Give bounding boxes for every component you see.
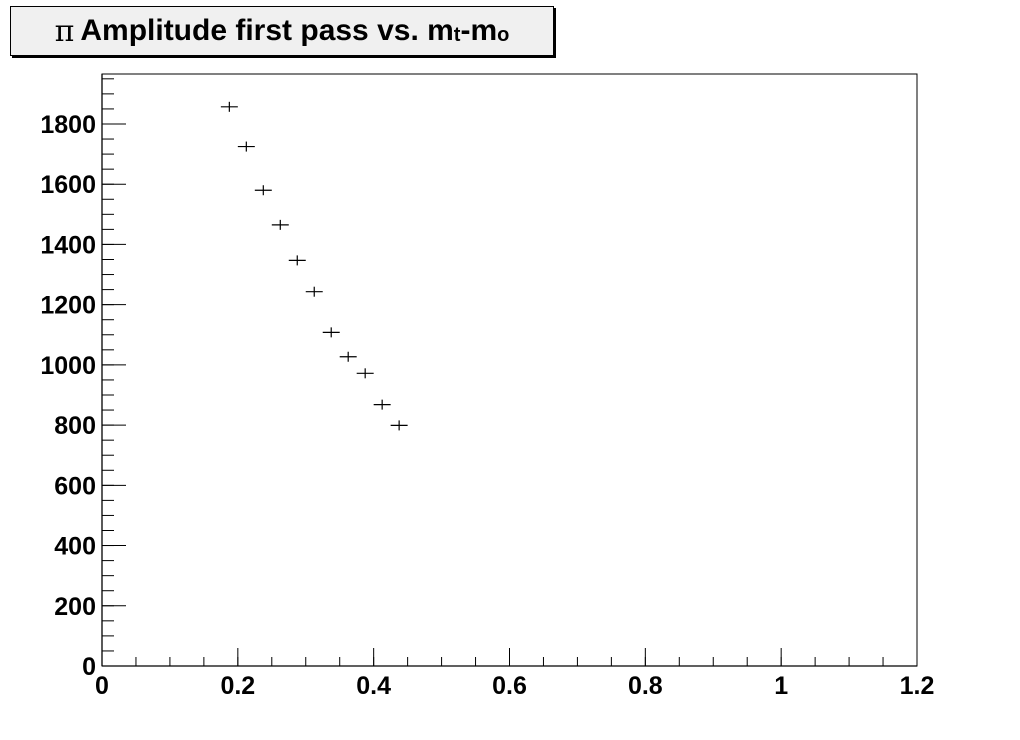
data-point bbox=[339, 351, 357, 362]
x-tick-label: 0 bbox=[95, 672, 109, 700]
y-tick-label: 1000 bbox=[40, 352, 96, 380]
data-point bbox=[322, 327, 340, 338]
data-series bbox=[220, 101, 408, 431]
title-mid-text: -m bbox=[460, 14, 498, 47]
title-subscript-t: t bbox=[453, 23, 461, 46]
x-axis: 0 0.2 0.4 0.6 0.8 1 1.2 bbox=[95, 648, 934, 700]
title-pi-symbol: π bbox=[54, 13, 75, 49]
y-tick-label: 1600 bbox=[40, 171, 96, 199]
y-tick-label: 1800 bbox=[40, 111, 96, 139]
plot-frame bbox=[101, 73, 918, 667]
data-point bbox=[305, 286, 323, 297]
data-point bbox=[356, 368, 374, 379]
title-main-text: Amplitude first pass vs. m bbox=[80, 14, 454, 47]
y-tick-label: 0 bbox=[82, 653, 96, 681]
data-point bbox=[254, 185, 272, 196]
x-tick-label: 0.2 bbox=[220, 672, 255, 700]
x-tick-label: 0.4 bbox=[356, 672, 391, 700]
data-point bbox=[288, 255, 306, 266]
data-point bbox=[220, 101, 238, 112]
y-tick-label: 200 bbox=[54, 593, 96, 621]
title-subscript-o: o bbox=[497, 23, 510, 46]
data-point bbox=[271, 219, 289, 230]
y-tick-label: 600 bbox=[54, 472, 96, 500]
chart-title: π Amplitude first pass vs. m t -m o bbox=[10, 6, 554, 56]
y-axis: 0 200 400 600 800 1000 1200 1400 1600 1800 bbox=[40, 74, 126, 681]
y-tick-label: 1200 bbox=[40, 292, 96, 320]
y-tick-label: 800 bbox=[54, 412, 96, 440]
data-point bbox=[390, 420, 408, 431]
y-tick-label: 1400 bbox=[40, 231, 96, 259]
y-tick-label: 400 bbox=[54, 533, 96, 561]
x-tick-label: 1.2 bbox=[900, 672, 935, 700]
data-point bbox=[373, 399, 391, 410]
x-tick-label: 0.6 bbox=[492, 672, 527, 700]
data-point bbox=[237, 141, 255, 152]
x-tick-label: 1 bbox=[774, 672, 788, 700]
x-tick-label: 0.8 bbox=[628, 672, 663, 700]
